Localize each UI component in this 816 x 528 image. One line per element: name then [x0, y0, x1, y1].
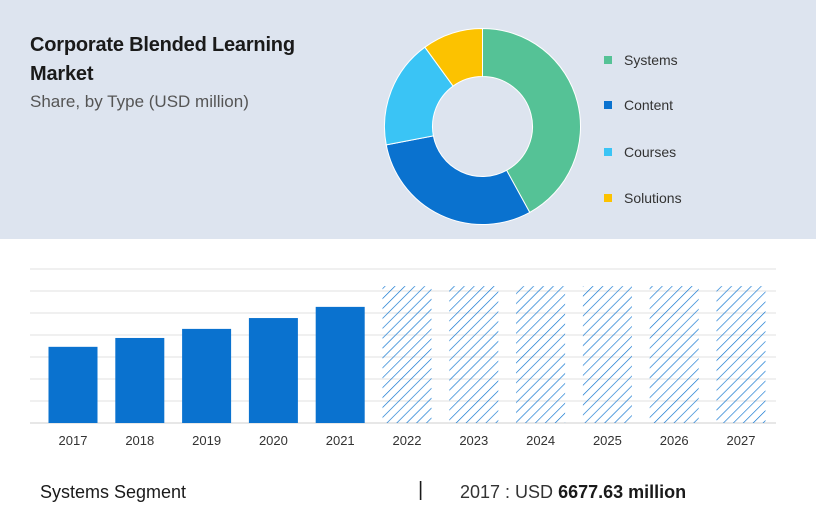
forecast-bar-2025[interactable]: [582, 286, 632, 423]
footer-year-prefix: 2017 : USD: [460, 482, 554, 502]
x-tick-label-2022: 2022: [393, 433, 422, 448]
donut-slice-systems[interactable]: [482, 27, 581, 214]
legend-item-systems[interactable]: Systems: [604, 50, 678, 70]
x-tick-label-2020: 2020: [259, 433, 288, 448]
donut-slice-content[interactable]: [385, 135, 531, 225]
x-tick-label-2017: 2017: [59, 433, 88, 448]
chart-title: Corporate Blended Learning Market: [30, 34, 295, 85]
footer-segment-label: Systems Segment: [40, 482, 187, 502]
legend-label-solutions: Solutions: [624, 190, 682, 206]
bar-2019[interactable]: [182, 328, 232, 423]
x-tick-label-2027: 2027: [727, 433, 756, 448]
footer-value-readout: 2017 : USD 6677.63 million: [460, 482, 686, 503]
x-tick-label-2019: 2019: [192, 433, 221, 448]
x-tick-label-2021: 2021: [326, 433, 355, 448]
x-tick-label-2018: 2018: [125, 433, 154, 448]
forecast-bar-2022[interactable]: [382, 286, 432, 423]
bar-2018[interactable]: [115, 337, 165, 423]
bar-2017[interactable]: [48, 346, 98, 423]
chart-subtitle: Share, by Type (USD million): [30, 92, 249, 111]
forecast-bar-2027[interactable]: [716, 286, 766, 423]
forecast-bar-2024[interactable]: [516, 286, 566, 423]
legend-item-solutions[interactable]: Solutions: [604, 188, 682, 208]
x-tick-label-2026: 2026: [660, 433, 689, 448]
x-tick-label-2025: 2025: [593, 433, 622, 448]
forecast-bar-2026[interactable]: [649, 286, 699, 423]
legend-swatch-systems: [604, 56, 612, 64]
bar-2020[interactable]: [248, 318, 298, 423]
x-tick-label-2023: 2023: [459, 433, 488, 448]
legend-item-courses[interactable]: Courses: [604, 142, 676, 162]
bar-2021[interactable]: [315, 306, 365, 423]
header-panel: Corporate Blended Learning Market Share,…: [0, 0, 816, 239]
legend-label-content: Content: [624, 97, 674, 113]
legend-item-content[interactable]: Content: [604, 95, 673, 115]
donut-slice-solutions[interactable]: [424, 27, 483, 87]
legend-label-courses: Courses: [624, 144, 677, 160]
forecast-bar-2023[interactable]: [449, 286, 499, 423]
legend-label-systems: Systems: [624, 52, 678, 68]
x-tick-label-2024: 2024: [526, 433, 555, 448]
bar-chart: 2017 2018 2019 2020 2021 2022 2023 2024 2025 2026…: [30, 268, 776, 448]
legend-swatch-courses: [604, 148, 612, 156]
legend-swatch-content: [604, 101, 612, 109]
footer-value: 6677.63 million: [558, 482, 687, 502]
footer-separator: |: [418, 479, 424, 501]
legend-swatch-solutions: [604, 194, 612, 202]
donut-chart: [384, 27, 581, 225]
